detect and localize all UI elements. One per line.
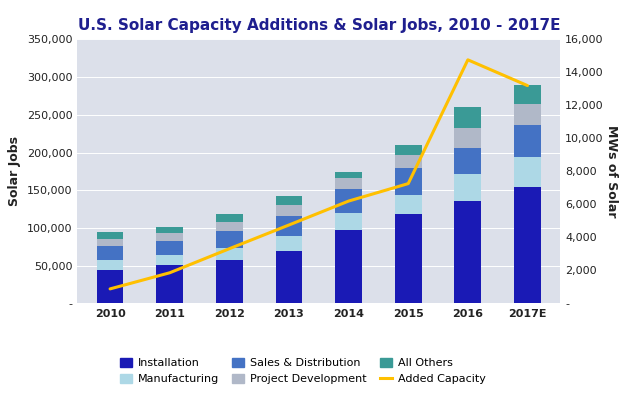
Bar [97, 238, 124, 246]
Bar [455, 128, 481, 148]
Bar [335, 213, 362, 230]
Bar [455, 175, 481, 201]
Legend: Installation, Manufacturing, Sales & Distribution, Project Development, All Othe: Installation, Manufacturing, Sales & Dis… [115, 353, 490, 388]
Y-axis label: Solar Jobs: Solar Jobs [8, 136, 21, 206]
Bar [395, 145, 422, 155]
Bar [514, 85, 541, 104]
Bar [335, 172, 362, 178]
Bar [156, 227, 183, 233]
Bar [514, 104, 541, 125]
Bar [156, 233, 183, 241]
Bar [216, 231, 243, 247]
Bar [156, 241, 183, 255]
Bar [455, 201, 481, 303]
Bar [514, 125, 541, 157]
Bar [97, 260, 124, 270]
Bar [455, 107, 481, 128]
Bar [395, 195, 422, 214]
Bar [156, 265, 183, 303]
Bar [514, 187, 541, 303]
Y-axis label: MWs of Solar: MWs of Solar [605, 125, 618, 217]
Bar [395, 214, 422, 303]
Bar [276, 204, 303, 216]
Bar [97, 270, 124, 303]
Bar [216, 214, 243, 222]
Bar [97, 246, 124, 260]
Bar [514, 157, 541, 187]
Bar [335, 230, 362, 303]
Bar [335, 178, 362, 189]
Bar [156, 255, 183, 265]
Bar [276, 251, 303, 303]
Title: U.S. Solar Capacity Additions & Solar Jobs, 2010 - 2017E: U.S. Solar Capacity Additions & Solar Jo… [77, 18, 560, 33]
Bar [216, 222, 243, 231]
Bar [395, 168, 422, 195]
Bar [97, 232, 124, 238]
Bar [395, 155, 422, 168]
Bar [216, 260, 243, 303]
Bar [455, 148, 481, 175]
Bar [276, 216, 303, 236]
Bar [276, 196, 303, 204]
Bar [216, 247, 243, 260]
Bar [335, 189, 362, 213]
Bar [276, 236, 303, 251]
